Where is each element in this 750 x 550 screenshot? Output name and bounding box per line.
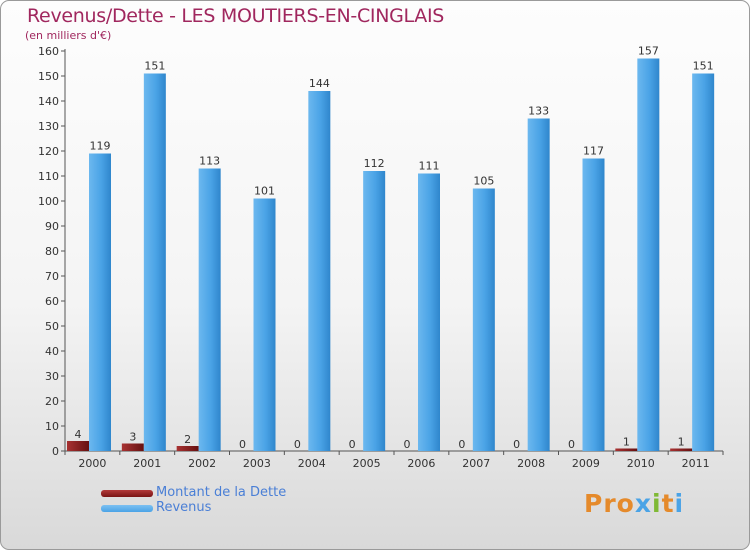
x-tick-label-2010: 2010 xyxy=(627,457,655,470)
y-tick-label: 20 xyxy=(45,395,59,408)
data-label-dette-2007: 0 xyxy=(458,438,465,451)
data-label-revenus-2009: 117 xyxy=(583,145,604,158)
bar-revenus-2001 xyxy=(143,73,166,451)
y-tick-label: 120 xyxy=(38,145,59,158)
bar-revenus-2009 xyxy=(582,158,605,451)
bar-dette-2002 xyxy=(176,446,199,451)
bar-revenus-2003 xyxy=(253,198,276,451)
y-tick-label: 160 xyxy=(38,45,59,58)
bar-revenus-2005 xyxy=(363,171,386,451)
data-label-revenus-2008: 133 xyxy=(528,105,549,118)
data-label-revenus-2010: 157 xyxy=(638,45,659,58)
data-label-revenus-2003: 101 xyxy=(254,185,275,198)
bar-revenus-2011 xyxy=(692,73,715,451)
legend-label-dette: Montant de la Dette xyxy=(156,485,287,500)
data-label-dette-2001: 3 xyxy=(129,431,136,444)
x-tick-label-2004: 2004 xyxy=(298,457,326,470)
x-tick-label-2003: 2003 xyxy=(243,457,271,470)
data-label-dette-2006: 0 xyxy=(404,438,411,451)
logo-letter: t xyxy=(661,489,675,518)
y-tick-label: 90 xyxy=(45,220,59,233)
data-label-dette-2004: 0 xyxy=(294,438,301,451)
logo-letter: x xyxy=(634,489,652,518)
y-tick-label: 100 xyxy=(38,195,59,208)
y-tick-label: 130 xyxy=(38,120,59,133)
data-label-revenus-2005: 112 xyxy=(364,157,385,170)
x-tick-label-2009: 2009 xyxy=(572,457,600,470)
y-tick-label: 70 xyxy=(45,270,59,283)
data-label-dette-2008: 0 xyxy=(513,438,520,451)
y-tick-label: 30 xyxy=(45,370,59,383)
x-tick-label-2011: 2011 xyxy=(682,457,710,470)
legend: Montant de la Dette Revenus xyxy=(101,485,361,516)
logo-letter: P xyxy=(584,489,604,518)
legend-item-revenus: Revenus xyxy=(101,500,361,516)
bar-revenus-2007 xyxy=(472,188,495,451)
data-label-dette-2002: 2 xyxy=(184,433,191,446)
x-tick-label-2008: 2008 xyxy=(517,457,545,470)
logo-letter: o xyxy=(616,489,635,518)
logo-letter: i xyxy=(674,489,685,518)
bar-dette-2001 xyxy=(121,443,144,451)
data-label-dette-2003: 0 xyxy=(239,438,246,451)
legend-item-dette: Montant de la Dette xyxy=(101,485,361,501)
data-label-revenus-2000: 119 xyxy=(90,140,111,153)
logo-letter: i xyxy=(652,489,662,518)
y-tick-label: 50 xyxy=(45,320,59,333)
bar-revenus-2002 xyxy=(198,168,221,451)
data-label-dette-2010: 1 xyxy=(623,436,630,449)
y-tick-label: 10 xyxy=(45,420,59,433)
y-tick-label: 140 xyxy=(38,95,59,108)
y-tick-label: 150 xyxy=(38,70,59,83)
data-label-revenus-2011: 151 xyxy=(693,60,714,73)
y-tick-label: 60 xyxy=(45,295,59,308)
legend-swatch-dette xyxy=(101,490,153,497)
bar-dette-2010 xyxy=(615,448,638,451)
data-label-revenus-2004: 144 xyxy=(309,77,330,90)
proxiti-logo: Proxiti xyxy=(584,489,684,518)
data-label-dette-2000: 4 xyxy=(75,428,82,441)
data-label-dette-2009: 0 xyxy=(568,438,575,451)
x-tick-label-2006: 2006 xyxy=(407,457,435,470)
x-tick-label-2002: 2002 xyxy=(188,457,216,470)
data-label-revenus-2002: 113 xyxy=(199,155,220,168)
bar-revenus-2008 xyxy=(527,118,550,451)
bar-revenus-2004 xyxy=(308,91,331,451)
data-label-dette-2011: 1 xyxy=(678,436,685,449)
y-tick-label: 0 xyxy=(52,445,59,458)
bar-revenus-2000 xyxy=(89,153,111,451)
bar-revenus-2006 xyxy=(418,173,440,451)
y-tick-label: 80 xyxy=(45,245,59,258)
x-tick-label-2001: 2001 xyxy=(133,457,161,470)
bar-dette-2000 xyxy=(67,441,89,451)
bar-revenus-2010 xyxy=(637,58,660,451)
data-label-revenus-2001: 151 xyxy=(144,60,165,73)
x-tick-label-2000: 2000 xyxy=(78,457,106,470)
logo-letter: r xyxy=(603,489,617,518)
y-tick-label: 40 xyxy=(45,345,59,358)
chart-title: Revenus/Dette - LES MOUTIERS-EN-CINGLAIS xyxy=(27,5,445,27)
x-tick-label-2007: 2007 xyxy=(462,457,490,470)
bar-dette-2011 xyxy=(670,448,693,451)
x-tick-label-2005: 2005 xyxy=(353,457,381,470)
data-label-revenus-2006: 111 xyxy=(419,160,440,173)
data-label-dette-2005: 0 xyxy=(349,438,356,451)
legend-label-revenus: Revenus xyxy=(156,500,212,515)
y-tick-label: 110 xyxy=(38,170,59,183)
data-label-revenus-2007: 105 xyxy=(473,175,494,188)
chart-subtitle: (en milliers d'€) xyxy=(25,29,112,42)
legend-swatch-revenus xyxy=(101,505,153,512)
